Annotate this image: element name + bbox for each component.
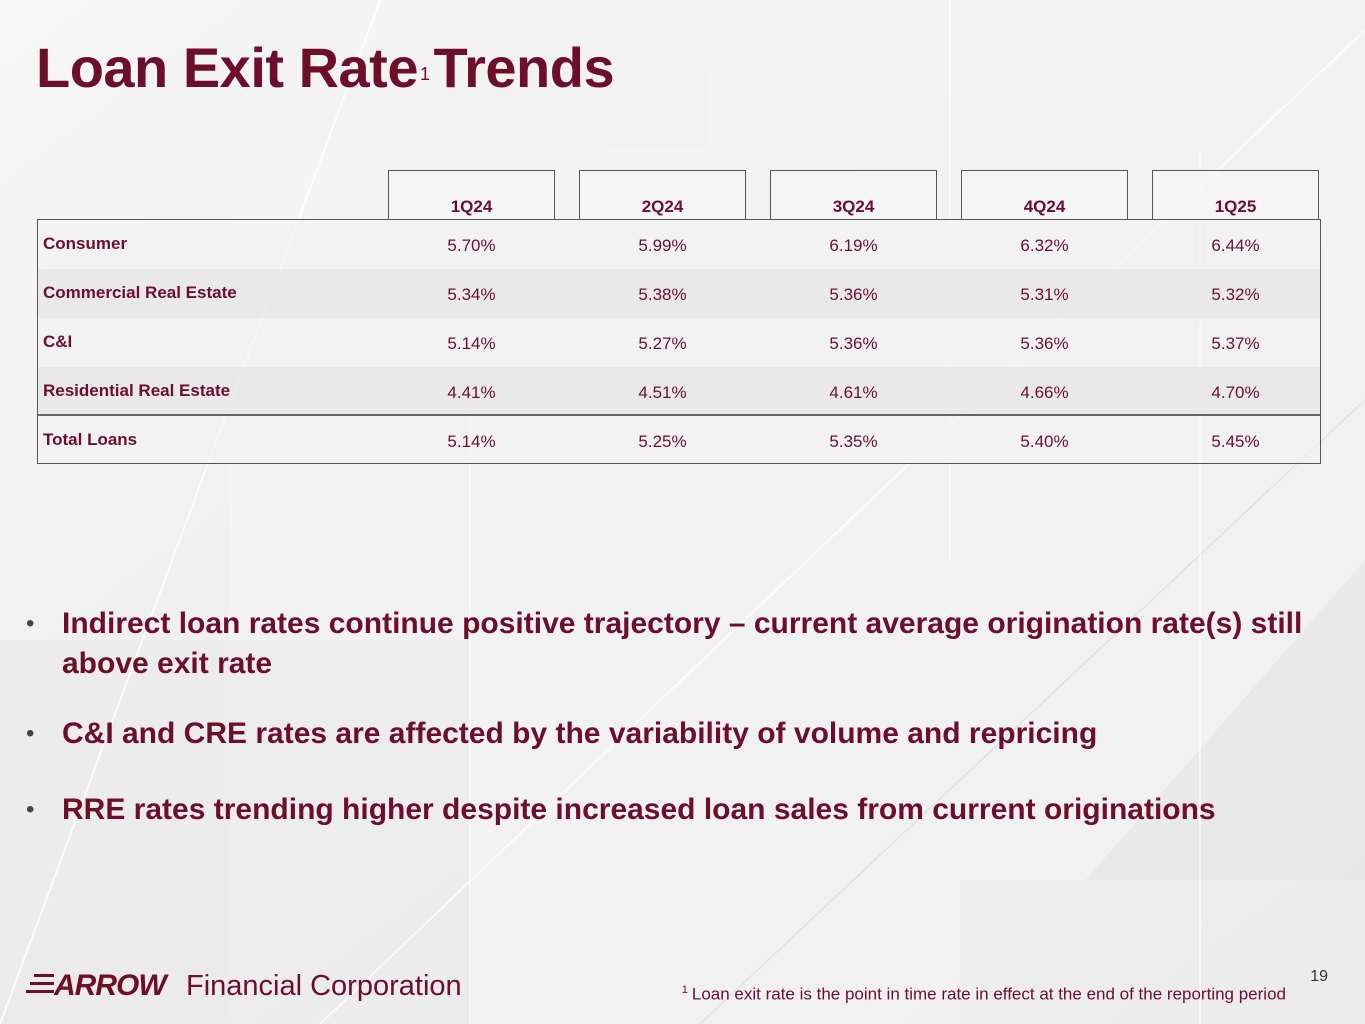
- bullet-dot: •: [26, 796, 35, 823]
- table-cell: 5.25%: [638, 432, 687, 451]
- row-label: Consumer: [43, 234, 128, 253]
- table-cell: 5.40%: [1020, 432, 1069, 451]
- footnote: 1 Loan exit rate is the point in time rat…: [682, 984, 1286, 1005]
- title-suffix: Trends: [433, 36, 615, 99]
- table-row: Consumer 5.70% 5.99% 6.19% 6.32% 6.44%: [38, 220, 1320, 269]
- logo-word: ARROW: [54, 969, 167, 1002]
- table-cell: 5.14%: [447, 432, 496, 451]
- logo-text: Financial Corporation: [186, 970, 462, 1002]
- footnote-text: Loan exit rate is the point in time rate…: [691, 984, 1286, 1004]
- table-cell: 5.45%: [1211, 432, 1260, 451]
- table-cell: 5.31%: [1020, 285, 1069, 304]
- table-row-total: Total Loans 5.14% 5.25% 5.35% 5.40% 5.45…: [38, 414, 1320, 463]
- table-cell: 4.70%: [1211, 383, 1260, 402]
- bullet-text: RRE rates trending higher despite increa…: [62, 793, 1216, 826]
- row-label: Commercial Real Estate: [43, 283, 237, 302]
- table-row: Residential Real Estate 4.41% 4.51% 4.61…: [38, 367, 1320, 416]
- table-cell: 5.34%: [447, 285, 496, 304]
- row-label: Total Loans: [43, 430, 138, 449]
- column-header: 1Q24: [388, 170, 555, 219]
- column-header: 4Q24: [961, 170, 1128, 219]
- table-cell: 5.70%: [447, 236, 496, 255]
- company-logo: ARROW Financial Corporation: [26, 966, 466, 1006]
- table-cell: 4.51%: [638, 383, 687, 402]
- table-cell: 5.35%: [829, 432, 878, 451]
- table-cell: 6.44%: [1211, 236, 1260, 255]
- page-number: 19: [1310, 968, 1328, 985]
- bullet-text: Indirect loan rates continue positive tr…: [62, 607, 1303, 680]
- table-cell: 5.14%: [447, 334, 496, 353]
- table-cell: 5.32%: [1211, 285, 1260, 304]
- column-header: 3Q24: [770, 170, 937, 219]
- table-cell: 4.61%: [829, 383, 878, 402]
- table-body: Consumer 5.70% 5.99% 6.19% 6.32% 6.44% C…: [37, 219, 1321, 464]
- column-header: 2Q24: [579, 170, 746, 219]
- table-cell: 5.99%: [638, 236, 687, 255]
- row-label: C&I: [43, 332, 73, 351]
- row-label: Residential Real Estate: [43, 381, 231, 400]
- table-cell: 4.66%: [1020, 383, 1069, 402]
- arrow-logo-icon: [26, 974, 54, 993]
- bullet-text: C&I and CRE rates are affected by the va…: [62, 717, 1098, 750]
- table-cell: 5.36%: [1020, 334, 1069, 353]
- bullet-dot: •: [26, 720, 35, 747]
- title-text: Loan Exit Rate: [36, 36, 418, 99]
- title-footnote-marker: 1: [419, 64, 430, 84]
- table-cell: 4.41%: [447, 383, 496, 402]
- footnote-marker: 1: [681, 984, 688, 996]
- page-title: Loan Exit Rate 1Trends: [36, 30, 615, 106]
- table-row: Commercial Real Estate 5.34% 5.38% 5.36%…: [38, 269, 1320, 318]
- table-cell: 5.36%: [829, 285, 878, 304]
- exit-rate-table: 1Q24 2Q24 3Q24 4Q24 1Q25 Consumer 5.70% …: [37, 170, 1321, 464]
- table-cell: 6.32%: [1020, 236, 1069, 255]
- column-header: 1Q25: [1152, 170, 1319, 219]
- table-cell: 5.38%: [638, 285, 687, 304]
- table-cell: 5.36%: [829, 334, 878, 353]
- table-row: C&I 5.14% 5.27% 5.36% 5.36% 5.37%: [38, 318, 1320, 367]
- table-cell: 5.27%: [638, 334, 687, 353]
- table-cell: 6.19%: [829, 236, 878, 255]
- table-cell: 5.37%: [1211, 334, 1260, 353]
- bullet-dot: •: [26, 610, 35, 637]
